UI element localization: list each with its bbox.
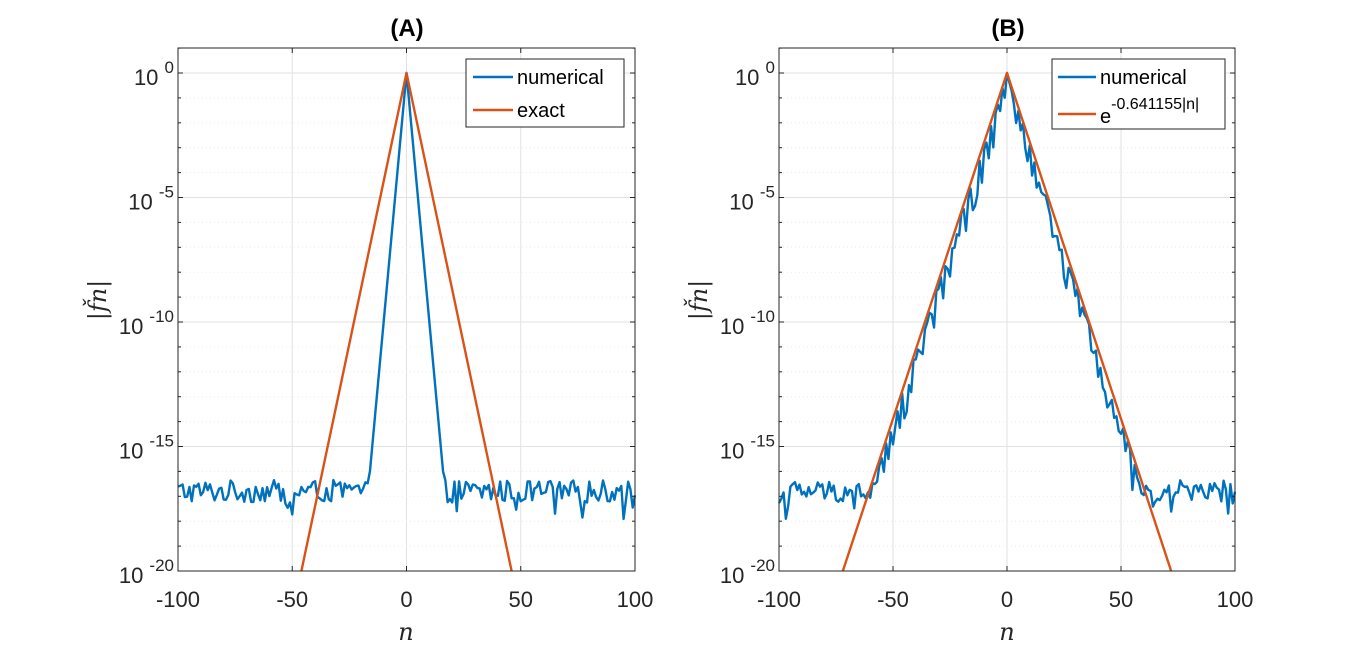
x-tick-label: 100 — [617, 587, 654, 612]
ticks — [778, 47, 1236, 572]
legend-exponent: -0.641155|n| — [1111, 96, 1199, 113]
legend-label-numerical: numerical — [1100, 67, 1187, 89]
y-tick-base: 10 — [735, 65, 766, 90]
series-layer — [177, 71, 637, 572]
y-tick-base: 10 — [729, 190, 760, 215]
y-tick-exponent: -5 — [760, 183, 775, 202]
y-tick-base: 10 — [720, 563, 751, 588]
y-tick-exponent: 0 — [766, 58, 775, 77]
y-tick-base: 10 — [119, 563, 150, 588]
y-tick-label: 10 -15 — [119, 432, 174, 464]
y-tick-label: 10 -15 — [720, 432, 775, 464]
y-tick-exponent: -20 — [750, 556, 775, 575]
x-tick-label: 100 — [1217, 587, 1254, 612]
legend: numerical e-0.641155|n| — [1051, 58, 1226, 130]
ticks — [177, 47, 636, 572]
y-axis-label: |f̌n| — [83, 280, 113, 321]
legend-box — [465, 58, 625, 128]
y-tick-base: 10 — [720, 314, 751, 339]
y-axis-label: |f̌n| — [684, 280, 714, 321]
x-tick-labels: -100 -50 0 50 100 — [757, 587, 1253, 612]
x-tick-label: -100 — [757, 587, 801, 612]
chart-title: (B) — [991, 15, 1024, 42]
x-tick-labels: -100 -50 0 50 100 — [156, 587, 653, 612]
x-tick-label: -100 — [156, 587, 200, 612]
y-tick-label: 10 -20 — [720, 556, 775, 588]
legend-label-exp-fit: e-0.641155|n| — [1100, 96, 1199, 128]
x-tick-label: -50 — [877, 587, 909, 612]
chart-title: (A) — [390, 15, 423, 42]
x-axis-label: n — [398, 618, 413, 646]
x-tick-label: 50 — [1109, 587, 1133, 612]
y-tick-exponent: -20 — [149, 556, 174, 575]
series-line-reference — [300, 71, 513, 572]
y-tick-exponent: -5 — [159, 183, 174, 202]
y-tick-exponent: 0 — [165, 58, 174, 77]
y-tick-base: 10 — [119, 439, 150, 464]
y-tick-exponent: -10 — [149, 307, 174, 326]
legend: numerical exact — [465, 58, 625, 128]
y-tick-exponent: -10 — [750, 307, 775, 326]
y-tick-label: 10 0 — [134, 58, 174, 90]
legend-label-exact: exact — [517, 100, 565, 122]
x-axis-label: n — [999, 618, 1014, 646]
x-tick-label: -50 — [276, 587, 308, 612]
y-tick-label: 10 -5 — [729, 183, 775, 215]
y-tick-base: 10 — [134, 65, 165, 90]
legend-box — [1051, 58, 1226, 130]
y-tick-label: 10 -10 — [119, 307, 174, 339]
y-tick-label: 10 -20 — [119, 556, 174, 588]
y-tick-label: 10 -5 — [128, 183, 174, 215]
x-tick-label: 50 — [509, 587, 533, 612]
legend-label-numerical: numerical — [517, 67, 604, 89]
series-line-reference — [841, 71, 1173, 572]
y-tick-label: 10 -10 — [720, 307, 775, 339]
x-tick-label: 0 — [1001, 587, 1013, 612]
series-layer — [777, 71, 1237, 572]
y-tick-label: 10 0 — [735, 58, 775, 90]
x-tick-label: 0 — [400, 587, 412, 612]
y-tick-base: 10 — [720, 439, 751, 464]
y-tick-exponent: -15 — [750, 432, 775, 451]
y-tick-base: 10 — [128, 190, 159, 215]
y-tick-exponent: -15 — [149, 432, 174, 451]
y-tick-base: 10 — [119, 314, 150, 339]
legend-base: e — [1100, 106, 1111, 128]
